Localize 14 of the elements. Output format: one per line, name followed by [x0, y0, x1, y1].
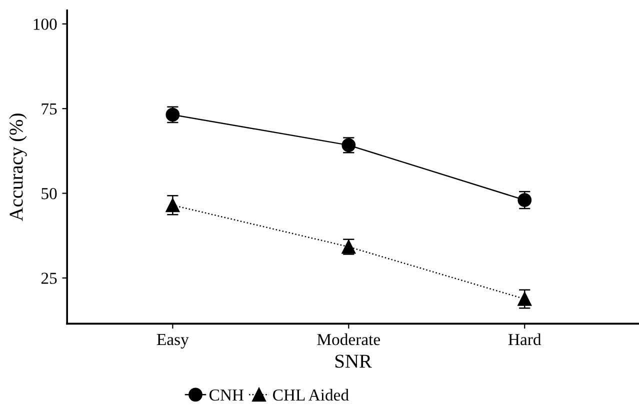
x-axis-title: SNR — [335, 354, 372, 368]
y-tick-label: 75 — [42, 103, 57, 115]
y-tick-label: 50 — [42, 188, 57, 200]
legend-label: CNH — [210, 389, 244, 401]
y-axis-title: Accuracy (%) — [9, 114, 27, 222]
x-tick-label: Hard — [508, 333, 542, 346]
point — [518, 193, 532, 208]
legend-label: CHL Aided — [273, 388, 349, 401]
x-tick-label: Moderate — [317, 333, 380, 346]
y-tick-label: 25 — [41, 272, 57, 284]
point — [518, 292, 532, 306]
x-tick-label: Easy — [156, 334, 189, 349]
point — [166, 198, 180, 212]
y-tick-label: 100 — [34, 18, 57, 30]
